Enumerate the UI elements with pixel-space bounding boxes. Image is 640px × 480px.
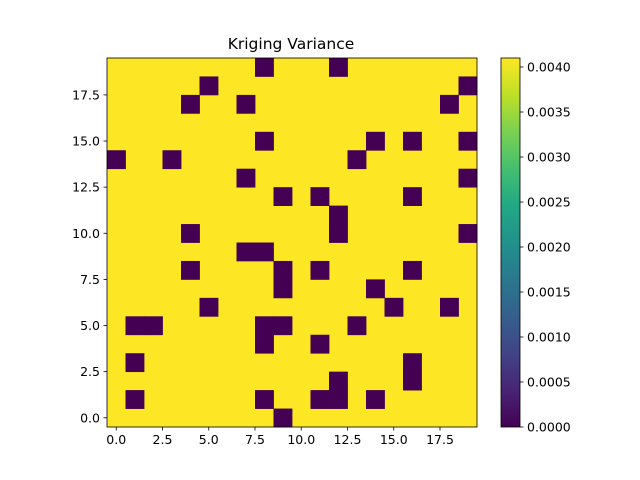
heatmap-plot-area <box>107 58 478 428</box>
y-tick-label: 15.0 <box>72 134 100 149</box>
heatmap-cell <box>329 205 348 225</box>
heatmap-cell <box>329 371 348 391</box>
heatmap-cell <box>458 224 478 243</box>
heatmap-cell <box>329 390 348 409</box>
heatmap-cell <box>403 371 422 391</box>
heatmap-cell <box>162 150 182 170</box>
chart-title: Kriging Variance <box>228 35 355 53</box>
heatmap-cell <box>181 260 200 280</box>
heatmap-cell <box>255 58 274 77</box>
heatmap-cell <box>255 316 274 336</box>
heatmap-cell <box>199 76 219 96</box>
heatmap-cell <box>440 297 459 317</box>
heatmap-cell <box>329 224 348 243</box>
heatmap-cell <box>273 408 293 428</box>
heatmap-cell <box>273 316 293 336</box>
plot-frame <box>106 57 478 428</box>
heatmap-cell <box>125 390 145 409</box>
heatmap-cell <box>255 242 274 262</box>
colorbar-tick-label: 0.0025 <box>527 195 571 210</box>
heatmap-cell <box>236 168 256 188</box>
heatmap-cell <box>384 297 404 317</box>
y-tick-label: 0.0 <box>80 410 100 425</box>
heatmap-cell <box>273 260 293 280</box>
heatmap-cell <box>366 131 385 151</box>
heatmap-cell <box>403 131 422 151</box>
colorbar-frame <box>500 57 521 428</box>
heatmap-cell <box>310 260 330 280</box>
heatmap-cell <box>181 224 200 243</box>
heatmap-cell <box>458 76 478 96</box>
heatmap-cell <box>255 390 274 409</box>
y-tick-label: 5.0 <box>80 318 100 333</box>
y-tick-label: 7.5 <box>80 272 100 287</box>
colorbar-tick-label: 0.0030 <box>527 150 571 165</box>
colorbar-tick-label: 0.0015 <box>527 285 571 300</box>
colorbar-tick-label: 0.0020 <box>527 240 571 255</box>
heatmap-cell <box>199 297 219 317</box>
heatmap-cell <box>273 279 293 299</box>
x-tick-label: 2.5 <box>153 432 173 447</box>
heatmap-cell <box>255 334 274 354</box>
heatmap-cell <box>440 94 459 114</box>
y-tick-label: 2.5 <box>80 364 100 379</box>
heatmap-cell <box>144 316 163 336</box>
heatmap-cell <box>310 334 330 354</box>
axes: 0.0 2.5 5.0 7.5 10.0 12.5 15.0 17.5 0.0 2.5 5.0 7.5… <box>72 57 478 447</box>
y-tick-label: 17.5 <box>72 87 100 102</box>
heatmap-cell <box>347 316 367 336</box>
colorbar: 0.0000 0.0005 0.0010 0.0015 0.0020 0.0025 0.00… <box>500 57 571 435</box>
x-tick-label: 17.5 <box>426 432 454 447</box>
colorbar-tick-label: 0.0040 <box>527 60 571 75</box>
heatmap-cell <box>273 187 293 206</box>
heatmap-cell <box>403 260 422 280</box>
heatmap-cell <box>181 94 200 114</box>
y-tick-label: 10.0 <box>72 226 100 241</box>
colorbar-tick-label: 0.0010 <box>527 330 571 345</box>
y-tick-label: 12.5 <box>72 180 100 195</box>
colorbar-tick-label: 0.0005 <box>527 375 571 390</box>
heatmap-cell <box>458 131 478 151</box>
heatmap-cell <box>366 279 385 299</box>
colorbar-tick-label: 0.0000 <box>527 420 571 435</box>
heatmap-cell <box>366 390 385 409</box>
x-tick-label: 10.0 <box>287 432 315 447</box>
heatmap-cell <box>236 242 256 262</box>
heatmap-cell <box>107 150 126 170</box>
heatmap-cell <box>458 168 478 188</box>
x-tick-label: 15.0 <box>380 432 408 447</box>
x-tick-label: 5.0 <box>199 432 219 447</box>
heatmap-cell <box>347 150 367 170</box>
heatmap-cell <box>236 94 256 114</box>
heatmap-cell <box>310 187 330 206</box>
x-tick-label: 0.0 <box>106 432 126 447</box>
heatmap-cell <box>255 131 274 151</box>
x-tick-label: 12.5 <box>334 432 362 447</box>
colorbar-tick-label: 0.0035 <box>527 105 571 120</box>
colorbar-gradient <box>501 58 520 427</box>
heatmap-cell <box>125 316 145 336</box>
heatmap-cell <box>125 353 145 373</box>
heatmap-cell <box>403 187 422 206</box>
heatmap-cell <box>310 390 330 409</box>
heatmap-cell <box>329 58 348 77</box>
x-tick-label: 7.5 <box>245 432 265 447</box>
heatmap-cell <box>403 353 422 373</box>
